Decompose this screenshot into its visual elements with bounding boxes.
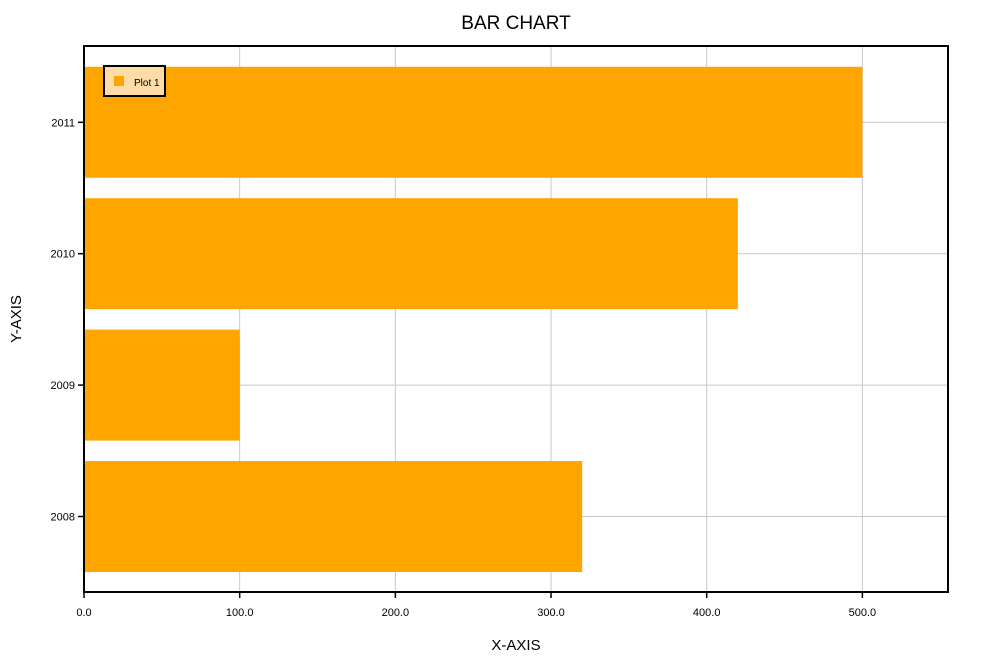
x-tick-label: 400.0 <box>693 607 721 619</box>
x-tick-label: 300.0 <box>537 607 565 619</box>
y-axis-label: Y-AXIS <box>8 295 25 343</box>
x-axis: 0.0 100.0 200.0 300.0 400.0 500.0 <box>76 592 876 619</box>
bar-2011 <box>84 66 863 178</box>
bar-2008 <box>84 461 583 572</box>
legend: Plot 1 <box>103 65 166 97</box>
bar-2010 <box>84 198 738 310</box>
plot-frame <box>83 45 949 593</box>
y-tick-label: 2008 <box>51 512 75 524</box>
x-tick-label: 0.0 <box>76 607 91 619</box>
y-axis: 2008 2009 2010 2011 <box>51 117 84 524</box>
legend-swatch <box>114 76 124 86</box>
y-tick-label: 2009 <box>51 380 75 392</box>
bars <box>84 66 863 572</box>
x-axis-label: X-AXIS <box>491 637 540 654</box>
x-tick-label: 200.0 <box>382 607 410 619</box>
legend-label: Plot 1 <box>134 78 160 89</box>
chart-title: BAR CHART <box>461 13 571 34</box>
x-tick-label: 500.0 <box>849 607 877 619</box>
x-tick-label: 100.0 <box>226 607 254 619</box>
bar-2009 <box>84 329 240 441</box>
y-tick-label: 2011 <box>51 117 75 129</box>
y-tick-label: 2010 <box>51 249 75 261</box>
